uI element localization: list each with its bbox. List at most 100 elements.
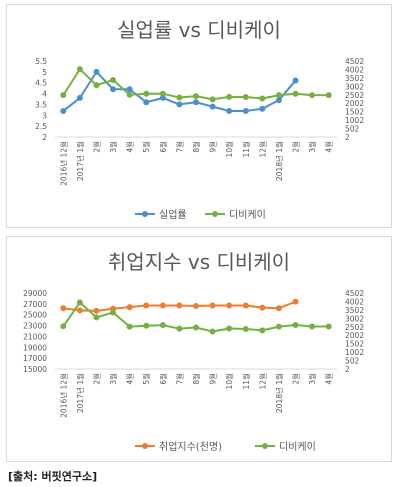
data-point: [93, 314, 100, 321]
data-point: [275, 305, 282, 312]
y-right-tick-label: 2002: [345, 99, 364, 108]
data-point: [275, 92, 282, 99]
y-right-tick-label: 2: [345, 133, 350, 142]
data-point: [176, 101, 183, 108]
x-tick-label: 9월: [208, 373, 218, 385]
data-point: [309, 323, 316, 330]
source-caption: [출처: 버핏연구소]: [8, 470, 98, 483]
y-left-tick-label: 4: [42, 90, 47, 99]
x-tick-label: 11월: [241, 373, 251, 390]
data-point: [209, 103, 216, 110]
data-point: [143, 99, 150, 106]
data-point: [176, 325, 183, 332]
data-point: [259, 304, 266, 311]
data-point: [242, 107, 249, 114]
data-point: [76, 299, 83, 306]
x-tick-label: 4월: [324, 141, 334, 153]
x-tick-label: 2016년 12월: [58, 373, 68, 418]
data-point: [126, 304, 133, 311]
y-right-tick-label: 502: [345, 357, 360, 366]
y-right-tick-label: 3002: [345, 314, 364, 323]
y-right-tick-label: 2: [345, 365, 350, 374]
y-right-tick-label: 3002: [345, 82, 364, 91]
data-point: [242, 326, 249, 333]
data-point: [275, 97, 282, 104]
y-left-tick-label: 25000: [23, 311, 47, 320]
x-tick-label: 2018년 1월: [274, 141, 284, 181]
y-left-tick-label: 21000: [23, 332, 47, 341]
data-point: [292, 90, 299, 97]
y-left-tick-label: 19000: [23, 343, 47, 352]
x-tick-label: 12월: [257, 141, 267, 158]
data-point: [143, 90, 150, 97]
x-tick-label: 6월: [158, 373, 168, 385]
y-right-tick-label: 3502: [345, 306, 364, 315]
data-point: [226, 302, 233, 309]
x-tick-label: 2월: [291, 141, 301, 153]
x-tick-label: 2월: [291, 373, 301, 385]
data-point: [159, 302, 166, 309]
data-point: [60, 107, 67, 114]
data-point: [226, 107, 233, 114]
y-left-tick-label: 3: [42, 111, 47, 120]
chart-title: 취업지수 vs 디비케이: [108, 250, 290, 274]
data-point: [76, 307, 83, 314]
data-point: [60, 92, 67, 99]
data-point: [242, 94, 249, 101]
y-right-tick-label: 3502: [345, 74, 364, 83]
data-point: [159, 90, 166, 97]
data-point: [209, 302, 216, 309]
data-point: [193, 324, 199, 331]
data-point: [93, 82, 100, 89]
x-tick-label: 4월: [125, 141, 135, 153]
x-tick-label: 9월: [208, 141, 218, 153]
data-point: [143, 302, 150, 309]
y-left-tick-label: 15000: [23, 365, 47, 374]
y-left-tick-label: 4.5: [35, 79, 47, 88]
y-right-tick-label: 2502: [345, 323, 364, 332]
x-tick-label: 12월: [257, 373, 267, 390]
data-point: [143, 322, 150, 329]
y-left-tick-label: 3.5: [35, 100, 47, 109]
data-point: [76, 94, 83, 101]
data-point: [226, 325, 233, 332]
x-tick-label: 8월: [191, 373, 201, 385]
data-point: [93, 68, 100, 75]
data-point: [110, 309, 117, 316]
x-tick-label: 8월: [191, 141, 201, 153]
y-left-tick-label: 5: [42, 68, 47, 77]
x-tick-label: 3월: [307, 141, 317, 153]
y-right-tick-label: 4502: [345, 57, 364, 66]
x-tick-label: 3월: [307, 373, 317, 385]
data-point: [126, 86, 133, 93]
y-right-tick-label: 1502: [345, 108, 364, 117]
data-point: [193, 303, 199, 310]
data-point: [242, 302, 249, 309]
data-point: [309, 92, 316, 99]
data-point: [259, 95, 266, 102]
y-right-tick-label: 502: [345, 125, 360, 134]
y-right-tick-label: 4002: [345, 297, 364, 306]
data-point: [93, 307, 100, 314]
y-right-tick-label: 4002: [345, 65, 364, 74]
data-point: [325, 323, 332, 330]
y-right-tick-label: 1002: [345, 116, 364, 125]
y-left-tick-label: 5.5: [35, 57, 47, 66]
data-point: [193, 99, 199, 106]
data-point: [176, 94, 183, 101]
data-point: [259, 105, 266, 112]
data-point: [259, 327, 266, 334]
legend-marker: [142, 443, 148, 449]
x-tick-label: 2016년 12월: [58, 141, 68, 186]
data-point: [275, 323, 282, 330]
x-tick-label: 5월: [141, 141, 151, 153]
x-tick-label: 4월: [125, 373, 135, 385]
y-right-tick-label: 2502: [345, 91, 364, 100]
y-right-tick-label: 2002: [345, 331, 364, 340]
data-point: [176, 302, 183, 309]
legend-label: 디비케이: [279, 441, 316, 453]
x-tick-label: 7월: [174, 141, 184, 153]
data-point: [209, 96, 216, 103]
data-point: [110, 86, 117, 93]
